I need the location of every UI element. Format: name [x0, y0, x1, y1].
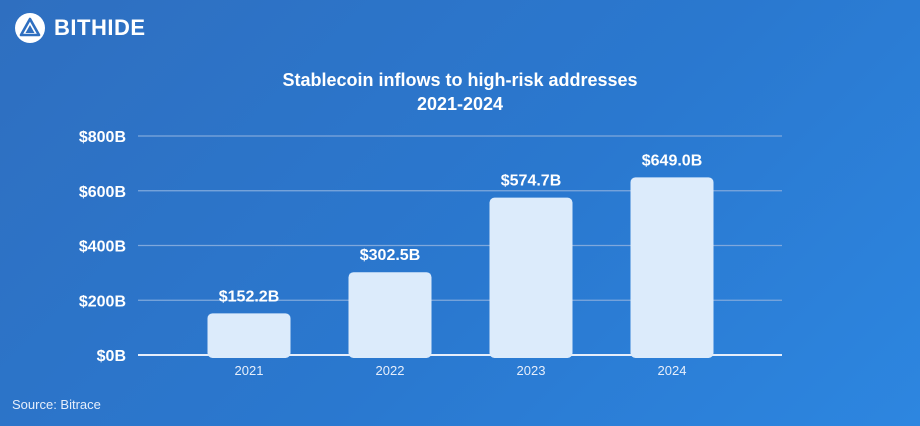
data-label: $302.5B — [360, 247, 421, 264]
chart-title: Stablecoin inflows to high-risk addresse… — [282, 70, 638, 90]
x-tick-label: 2022 — [376, 363, 405, 378]
bar — [207, 313, 291, 358]
bar — [630, 177, 714, 358]
y-tick-label: $200B — [79, 293, 126, 310]
x-tick-label: 2021 — [235, 363, 264, 378]
bithide-logo-icon — [15, 13, 45, 43]
bar — [348, 272, 432, 358]
y-tick-label: $800B — [79, 129, 126, 146]
data-label: $152.2B — [219, 288, 280, 305]
source-note: Source: Bitrace — [12, 397, 101, 412]
x-tick-label: 2023 — [517, 363, 546, 378]
brand-name: BITHIDE — [54, 15, 146, 40]
data-label: $649.0B — [642, 152, 703, 169]
data-label: $574.7B — [501, 173, 562, 190]
bar — [489, 197, 573, 358]
chart-subtitle: 2021-2024 — [416, 94, 504, 114]
y-tick-label: $400B — [79, 239, 126, 256]
y-tick-label: $0B — [97, 348, 126, 365]
x-tick-label: 2024 — [658, 363, 687, 378]
brand: BITHIDE — [14, 12, 146, 44]
y-tick-label: $600B — [79, 184, 126, 201]
